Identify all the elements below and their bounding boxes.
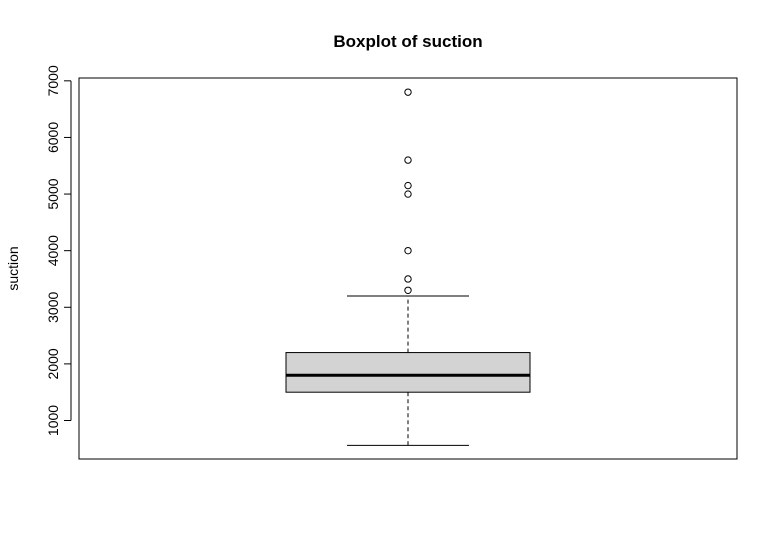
- outlier-point: [404, 286, 412, 294]
- y-tick-label: 5000: [45, 178, 61, 209]
- outlier-point: [404, 181, 412, 190]
- outlier-point: [404, 246, 412, 255]
- interquartile-box: [285, 352, 531, 393]
- y-tick-label: 6000: [45, 122, 61, 153]
- box-group: [285, 295, 531, 446]
- y-tick-label: 2000: [45, 348, 61, 379]
- y-axis: 1000 2000 3000 4000 5000 6000 7000: [45, 65, 72, 436]
- chart-title: Boxplot of suction: [333, 32, 482, 51]
- y-tick-label: 4000: [45, 235, 61, 266]
- y-axis-label: suction: [5, 246, 21, 290]
- outlier-point: [404, 156, 412, 164]
- outlier-point: [404, 275, 412, 283]
- outlier-point: [404, 88, 412, 96]
- plot-frame: [78, 77, 738, 460]
- y-tick-label: 3000: [45, 291, 61, 322]
- y-tick-label: 1000: [45, 405, 61, 436]
- outlier-points: [404, 88, 412, 294]
- y-tick-label: 7000: [45, 65, 61, 96]
- outlier-point: [404, 190, 412, 198]
